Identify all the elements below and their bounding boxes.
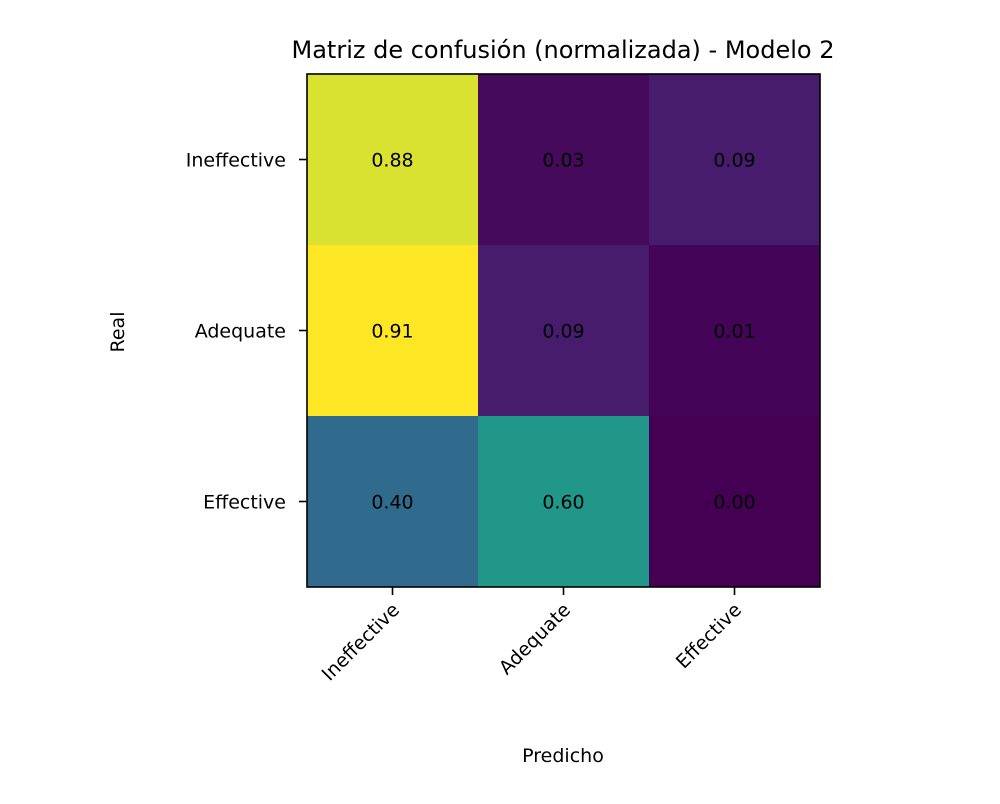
y-axis-label: Real bbox=[107, 312, 129, 353]
heatmap-cell-r0-c0 bbox=[307, 74, 479, 246]
heatmap-cell-r2-c1 bbox=[478, 416, 650, 588]
x-tick-label: Effective bbox=[672, 599, 746, 673]
cell-value-label-r1-c1: 0.09 bbox=[542, 321, 584, 343]
y-tick-label: Adequate bbox=[195, 321, 286, 343]
heatmap-cell-r1-c1 bbox=[478, 245, 650, 417]
x-tick-label: Ineffective bbox=[318, 599, 404, 685]
y-tick-label: Ineffective bbox=[186, 150, 286, 172]
heatmap-cell-r0-c1 bbox=[478, 74, 650, 246]
heatmap-cells bbox=[307, 74, 821, 588]
cell-value-label-r2-c2: 0.00 bbox=[713, 492, 755, 514]
x-axis-label: Predicho bbox=[522, 745, 604, 767]
x-tick-label: Adequate bbox=[495, 599, 575, 679]
cell-value-label-r1-c2: 0.01 bbox=[713, 321, 755, 343]
cell-value-label-r0-c1: 0.03 bbox=[542, 150, 584, 172]
cell-value-label-r1-c0: 0.91 bbox=[371, 321, 413, 343]
chart-title: Matriz de confusión (normalizada) - Mode… bbox=[292, 36, 835, 64]
cell-value-label-r0-c0: 0.88 bbox=[371, 150, 413, 172]
heatmap-cell-r1-c2 bbox=[649, 245, 821, 417]
cell-value-label-r2-c0: 0.40 bbox=[371, 492, 413, 514]
heatmap-cell-r2-c0 bbox=[307, 416, 479, 588]
y-tick-label: Effective bbox=[203, 492, 286, 514]
cell-value-label-r2-c1: 0.60 bbox=[542, 492, 584, 514]
heatmap-cell-r2-c2 bbox=[649, 416, 821, 588]
cell-value-label-r0-c2: 0.09 bbox=[713, 150, 755, 172]
heatmap-cell-r0-c2 bbox=[649, 74, 821, 246]
heatmap-cell-r1-c0 bbox=[307, 245, 479, 417]
cell-value-labels: 0.88 0.03 0.09 0.91 0.09 0.01 0.40 0.60 0.00 bbox=[371, 150, 755, 514]
